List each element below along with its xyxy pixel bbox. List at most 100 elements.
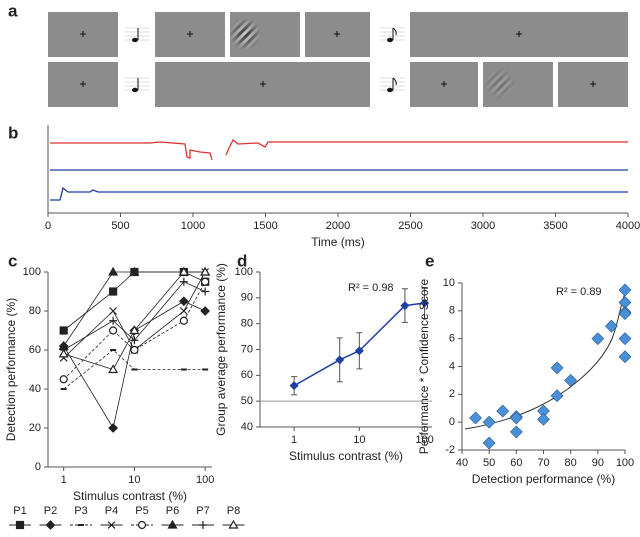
- panel-label: e: [425, 251, 434, 270]
- x-tick-label: 3000: [471, 220, 495, 232]
- marker: [129, 266, 140, 276]
- x-tick-label: 50: [483, 457, 495, 469]
- y-tick-label: 0: [35, 461, 41, 473]
- marker: [200, 306, 210, 316]
- y-axis-label: Group average performance (%): [214, 263, 228, 436]
- panel-label: d: [237, 251, 247, 270]
- y-tick-label: 60: [241, 369, 253, 381]
- legend-label: P4: [105, 505, 118, 517]
- x-tick-label: 90: [592, 457, 604, 469]
- x-tick-label: 80: [565, 457, 577, 469]
- marker: [179, 277, 188, 286]
- legend-label: P5: [135, 505, 148, 517]
- marker: [130, 345, 139, 355]
- axis: [47, 125, 628, 214]
- x-tick-label: 500: [111, 220, 129, 232]
- legend-marker: [45, 520, 56, 530]
- y-tick-label: 8: [449, 305, 455, 317]
- point: [618, 332, 632, 346]
- point: [564, 373, 578, 387]
- stimulus-sequence: [48, 12, 628, 107]
- marker: [420, 298, 430, 308]
- marker: [130, 336, 139, 345]
- marker: [179, 307, 188, 315]
- point: [618, 283, 632, 297]
- y-tick-label: 70: [241, 343, 253, 355]
- y-tick-label: 4: [449, 360, 455, 372]
- x-tick-label: 2500: [398, 220, 422, 232]
- legend-label: P6: [166, 505, 179, 517]
- marker: [108, 364, 119, 374]
- marker: [108, 423, 118, 433]
- point: [618, 350, 632, 364]
- marker: [59, 326, 68, 335]
- x-tick-label: 2000: [326, 220, 350, 232]
- x-tick-label: 1: [61, 474, 67, 486]
- y-tick-label: 40: [241, 421, 253, 433]
- x-tick-label: 1: [291, 434, 297, 446]
- x-axis-label: Detection performance (%): [472, 472, 615, 486]
- x-tick-label: 4000: [616, 220, 640, 232]
- annotation: R² = 0.98: [348, 282, 394, 294]
- panel-label: b: [8, 123, 18, 142]
- marker: [179, 316, 188, 325]
- marker: [289, 381, 299, 391]
- legend-label: P3: [74, 505, 87, 517]
- point: [604, 319, 618, 333]
- y-tick-label: 10: [443, 277, 455, 289]
- marker: [109, 326, 118, 335]
- panel-label: c: [8, 251, 17, 270]
- legend-label: P1: [13, 505, 26, 517]
- y-axis-label: Performance * Confidence Score: [417, 278, 431, 454]
- marker: [335, 355, 345, 365]
- marker: [201, 287, 210, 296]
- point: [509, 411, 523, 425]
- marker: [178, 266, 189, 276]
- x-axis-label: Time (ms): [311, 235, 365, 249]
- y-tick-label: -2: [445, 444, 455, 456]
- point: [618, 307, 632, 321]
- x-tick-label: 10: [128, 474, 140, 486]
- point: [509, 425, 523, 439]
- x-tick-label: 70: [537, 457, 549, 469]
- point: [482, 415, 496, 429]
- y-tick-label: 80: [241, 318, 253, 330]
- marker: [59, 375, 68, 384]
- eye-traces: [50, 138, 628, 201]
- y-tick-label: 6: [449, 333, 455, 345]
- y-tick-label: 90: [241, 292, 253, 304]
- x-tick-label: 3500: [543, 220, 567, 232]
- x-tick-label: 100: [196, 474, 214, 486]
- x-tick-label: 1000: [181, 220, 205, 232]
- y-tick-label: 20: [29, 422, 41, 434]
- legend-label: P7: [196, 505, 209, 517]
- x-tick-label: 100: [415, 434, 433, 446]
- x-tick-label: 60: [510, 457, 522, 469]
- fit-curve: [464, 289, 627, 430]
- legend-marker: [137, 520, 147, 530]
- y-tick-label: 40: [29, 383, 41, 395]
- x-tick-label: 10: [353, 434, 365, 446]
- marker: [109, 307, 118, 315]
- y-tick-label: 80: [29, 305, 41, 317]
- point: [496, 404, 510, 418]
- series-line: [63, 281, 206, 380]
- axis: [259, 272, 432, 428]
- annotation: R² = 0.89: [556, 286, 602, 298]
- legend-marker: [107, 521, 116, 529]
- legend-marker: [15, 520, 25, 530]
- marker: [58, 348, 69, 358]
- point: [591, 332, 605, 346]
- marker: [108, 266, 119, 276]
- marker: [354, 346, 364, 356]
- marker: [201, 277, 210, 286]
- point: [482, 436, 496, 450]
- marker: [109, 287, 118, 296]
- y-tick-label: 100: [235, 266, 253, 278]
- legend-marker: [228, 519, 239, 529]
- panel-label: a: [8, 1, 18, 20]
- x-tick-label: 100: [616, 457, 634, 469]
- legend-marker: [199, 521, 207, 529]
- legend-marker: [167, 519, 178, 529]
